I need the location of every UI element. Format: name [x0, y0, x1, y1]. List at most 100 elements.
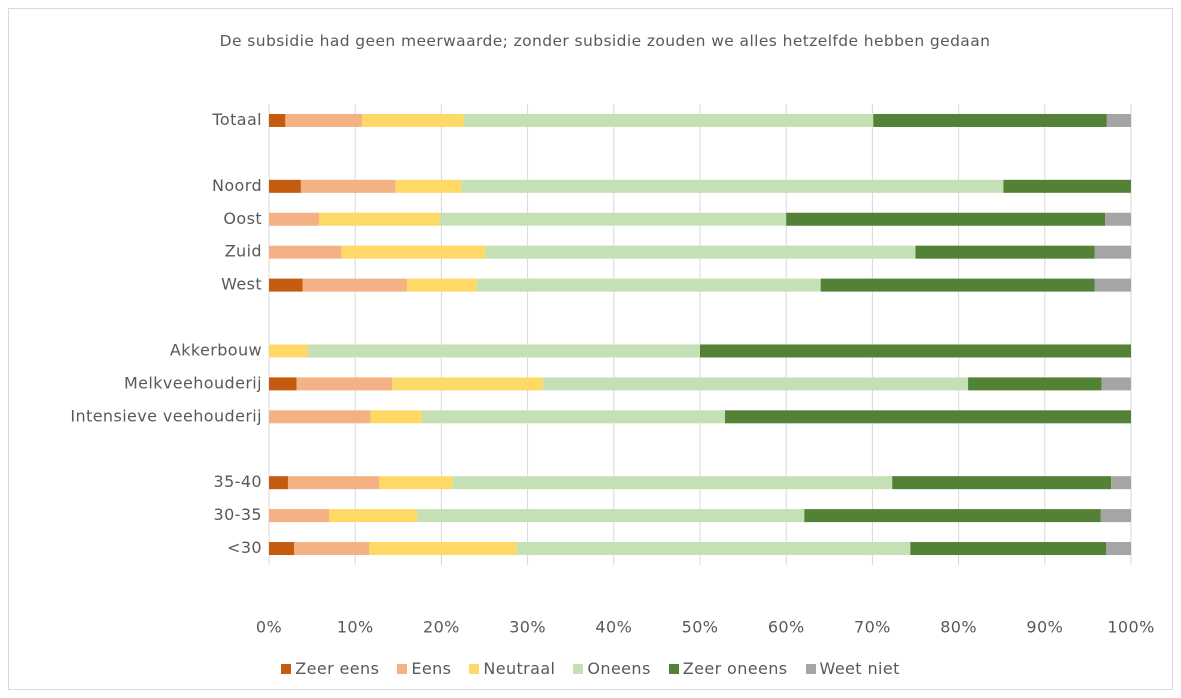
- legend-swatch: [397, 663, 408, 674]
- y-tick-label: 35-40: [214, 472, 263, 491]
- bar-segment: [395, 179, 462, 193]
- bar-segment: [269, 179, 301, 193]
- chart-frame: [8, 8, 1173, 690]
- bar-segment: [269, 476, 288, 490]
- bar-segment: [915, 245, 1095, 259]
- bar-segment: [892, 476, 1112, 490]
- bar-segment: [392, 377, 544, 391]
- bar-segment: [302, 278, 407, 292]
- x-tick-label: 40%: [595, 618, 632, 637]
- y-tick-label: Oost: [223, 209, 262, 228]
- bar-segment: [269, 245, 342, 259]
- bar-segment: [1111, 476, 1131, 490]
- y-tick-label: Zuid: [225, 242, 262, 261]
- chart-title: De subsidie had geen meerwaarde; zonder …: [219, 32, 991, 50]
- bar-segment: [293, 542, 369, 556]
- y-tick-label: Totaal: [211, 110, 262, 129]
- legend-swatch: [805, 663, 816, 674]
- bar-segment: [543, 377, 969, 391]
- legend-swatch: [469, 663, 480, 674]
- legend-item: Zeer eens: [281, 659, 379, 678]
- bar-segment: [269, 278, 303, 292]
- bar-segment: [269, 113, 286, 127]
- bar-segment: [461, 179, 1004, 193]
- x-tick-label: 100%: [1107, 618, 1154, 637]
- y-tick-label: <30: [227, 538, 262, 557]
- bar-segment: [463, 113, 874, 127]
- bar-segment: [700, 344, 1131, 358]
- legend-label: Zeer eens: [295, 659, 380, 678]
- bar-segment: [820, 278, 1095, 292]
- x-tick-label: 50%: [682, 618, 719, 637]
- legend-swatch: [573, 663, 584, 674]
- bar-segment: [285, 113, 363, 127]
- bar-segment: [421, 410, 725, 424]
- bar-segment: [296, 377, 393, 391]
- y-tick-label: 30-35: [214, 505, 263, 524]
- bar-segment: [1106, 113, 1131, 127]
- bar-segment: [362, 113, 464, 127]
- bar-segment: [476, 278, 821, 292]
- x-tick-label: 0%: [256, 618, 282, 637]
- bar-segment: [1105, 212, 1131, 226]
- bar-segment: [724, 410, 1131, 424]
- x-tick-label: 80%: [940, 618, 977, 637]
- bar-segment: [269, 212, 319, 226]
- y-tick-label: Intensieve veehouderij: [70, 406, 262, 425]
- bar-segment: [329, 509, 418, 523]
- bar-segment: [269, 410, 371, 424]
- bar-segment: [1106, 542, 1131, 556]
- y-tick-label: Noord: [212, 176, 262, 195]
- bar-segment: [1094, 278, 1131, 292]
- legend-label: Neutraal: [483, 659, 556, 678]
- legend-label: Weet niet: [819, 659, 900, 678]
- bar-segment: [452, 476, 893, 490]
- bar-segment: [269, 344, 308, 358]
- bar-segment: [804, 509, 1101, 523]
- bar-segment: [485, 245, 916, 259]
- bar-segment: [786, 212, 1106, 226]
- bar-segment: [516, 542, 911, 556]
- bar-segment: [269, 542, 294, 556]
- bar-segment: [307, 344, 700, 358]
- bar-segment: [370, 410, 422, 424]
- bar-segment: [417, 509, 805, 523]
- y-tick-label: Akkerbouw: [170, 340, 262, 359]
- y-tick-label: Melkveehouderij: [124, 373, 262, 392]
- legend-label: Eens: [411, 659, 452, 678]
- legend-item: Zeer oneens: [668, 659, 788, 678]
- legend-swatch: [668, 663, 679, 674]
- legend-item: Oneens: [573, 659, 650, 678]
- bar-segment: [341, 245, 486, 259]
- bar-segment: [287, 476, 380, 490]
- bar-segment: [1100, 509, 1131, 523]
- bar-segment: [1094, 245, 1131, 259]
- legend: Zeer eens Eens Neutraal Oneens Zeer oneens We…: [0, 659, 1181, 678]
- x-tick-label: 20%: [423, 618, 460, 637]
- bar-segment: [873, 113, 1107, 127]
- bar-segment: [269, 377, 297, 391]
- bar-segment: [968, 377, 1102, 391]
- bar-segment: [406, 278, 477, 292]
- y-tick-label: West: [221, 275, 262, 294]
- bar-segment: [439, 212, 787, 226]
- legend-swatch: [281, 663, 292, 674]
- legend-item: Neutraal: [469, 659, 555, 678]
- bar-segment: [1003, 179, 1131, 193]
- legend-item: Eens: [397, 659, 451, 678]
- bar-segment: [300, 179, 396, 193]
- bar-segment: [269, 509, 330, 523]
- bar-segment: [1101, 377, 1131, 391]
- bar-segment: [318, 212, 440, 226]
- legend-label: Oneens: [587, 659, 651, 678]
- bar-segment: [368, 542, 517, 556]
- legend-item: Weet niet: [805, 659, 900, 678]
- x-tick-label: 10%: [337, 618, 374, 637]
- x-tick-label: 70%: [854, 618, 891, 637]
- x-tick-label: 30%: [509, 618, 546, 637]
- legend-label: Zeer oneens: [682, 659, 788, 678]
- bar-segment: [379, 476, 453, 490]
- bar-segment: [910, 542, 1107, 556]
